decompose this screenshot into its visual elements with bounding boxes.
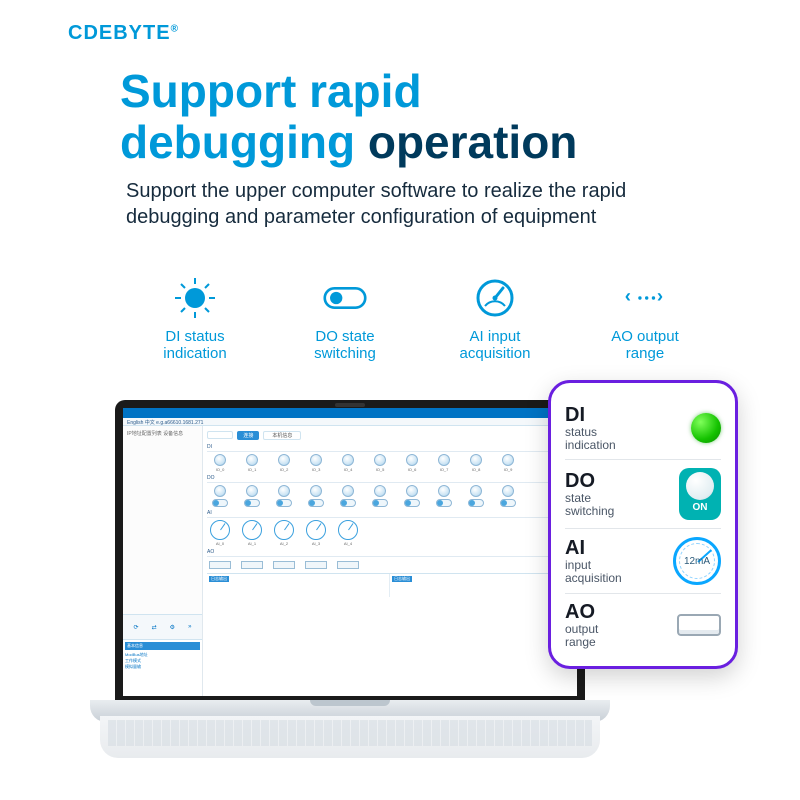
callout-row-di: DI status indication xyxy=(565,397,721,460)
status-led-icon xyxy=(691,413,721,443)
brand-logo: CDEBYTE® xyxy=(68,22,179,45)
connect-button[interactable]: 连接 xyxy=(237,431,259,440)
section-ao-label: AO xyxy=(207,549,573,557)
software-screen: English 中文 e.g.a66610.1681.271 IP地址配置列表 … xyxy=(123,408,577,696)
feature-row: DI statusindication DO stateswitching AI… xyxy=(140,276,700,363)
log-strip: 日志输出 日志输出 xyxy=(207,573,573,597)
callout-row-ao: AO output range xyxy=(565,594,721,656)
laptop-bezel: English 中文 e.g.a66610.1681.271 IP地址配置列表 … xyxy=(115,400,585,700)
do-toggle[interactable] xyxy=(276,499,292,507)
camera-notch xyxy=(335,403,365,407)
do-toggle[interactable] xyxy=(500,499,516,507)
feature-do: DO stateswitching xyxy=(290,276,400,363)
do-switch-icon xyxy=(323,276,367,320)
di-status-icon xyxy=(173,276,217,320)
di-row: IO_0 IO_1 IO_2 IO_3 IO_4 IO_5 IO_6 IO_7 … xyxy=(207,454,573,472)
callout-row-ai: AI input acquisition 12mA xyxy=(565,529,721,594)
do-toggle[interactable] xyxy=(436,499,452,507)
ao-range-box[interactable] xyxy=(677,614,721,636)
status-field: 本机信息 xyxy=(263,431,301,440)
side-icon-row: ⟳⇄⚙» xyxy=(123,614,202,640)
ao-range-input[interactable] xyxy=(305,561,327,569)
headline: Support rapid debugging operation xyxy=(120,66,577,167)
toolbar: 连接 本机信息 xyxy=(207,430,573,440)
window-menubar: English 中文 e.g.a66610.1681.271 xyxy=(123,418,577,426)
feature-di: DI statusindication xyxy=(140,276,250,363)
callout-code: DO xyxy=(565,471,614,492)
main-panel: 连接 本机信息 DI IO_0 IO_1 IO_2 IO_3 IO_4 IO_5… xyxy=(203,426,577,696)
do-toggle[interactable] xyxy=(372,499,388,507)
section-ai-label: AI xyxy=(207,510,573,518)
window-titlebar xyxy=(123,408,577,418)
laptop-keyboard xyxy=(100,716,600,758)
ao-range-input[interactable] xyxy=(241,561,263,569)
side-info-panel: 基本信息 ModBus地址 工作模式 模拟量输 xyxy=(123,640,202,696)
ai-row: AI_0 AI_1 AI_2 AI_3 AI_4 xyxy=(207,520,573,546)
ao-range-icon: ‹› xyxy=(623,276,667,320)
feature-label: AI inputacquisition xyxy=(460,328,531,363)
feature-label: DO stateswitching xyxy=(314,328,376,363)
do-row xyxy=(207,485,573,507)
svg-text:‹: ‹ xyxy=(625,285,631,306)
subheadline: Support the upper computer software to r… xyxy=(126,178,686,230)
ai-gauge-icon: 12mA xyxy=(673,537,721,585)
side-panel: IP地址配置列表 设备信息 ⟳⇄⚙» 基本信息 ModBus地址 工作模式 模拟… xyxy=(123,426,203,696)
do-toggle[interactable] xyxy=(468,499,484,507)
feature-label: DI statusindication xyxy=(163,328,226,363)
do-toggle[interactable] xyxy=(404,499,420,507)
headline-line2: debugging operation xyxy=(120,117,577,168)
feature-label: AO outputrange xyxy=(611,328,679,363)
trademark: ® xyxy=(171,23,179,34)
section-do-label: DO xyxy=(207,475,573,483)
feature-ao: ‹› AO outputrange xyxy=(590,276,700,363)
ao-range-input[interactable] xyxy=(209,561,231,569)
headline-word-operation: operation xyxy=(355,116,577,168)
callout-code: AI xyxy=(565,538,622,559)
callout-row-do: DO state switching ON xyxy=(565,460,721,529)
headline-line1: Support rapid xyxy=(120,66,577,117)
ao-row xyxy=(207,559,573,569)
section-di-label: DI xyxy=(207,444,573,452)
headline-word-debugging: debugging xyxy=(120,116,355,168)
svg-text:›: › xyxy=(657,285,663,306)
feature-ai: AI inputacquisition xyxy=(440,276,550,363)
do-toggle[interactable] xyxy=(340,499,356,507)
ao-range-input[interactable] xyxy=(273,561,295,569)
callout-card: DI status indication DO state switching … xyxy=(548,380,738,669)
do-toggle[interactable] xyxy=(212,499,228,507)
do-toggle[interactable] xyxy=(244,499,260,507)
callout-code: DI xyxy=(565,405,616,426)
do-toggle[interactable] xyxy=(308,499,324,507)
brand-name: CDEBYTE xyxy=(68,22,171,44)
ao-range-input[interactable] xyxy=(337,561,359,569)
do-toggle-switch[interactable]: ON xyxy=(679,468,721,520)
laptop-mockup: English 中文 e.g.a66610.1681.271 IP地址配置列表 … xyxy=(90,400,610,758)
device-field[interactable] xyxy=(207,431,233,439)
ai-dial-icon xyxy=(473,276,517,320)
side-tree: IP地址配置列表 设备信息 xyxy=(123,426,202,614)
callout-code: AO xyxy=(565,602,598,623)
